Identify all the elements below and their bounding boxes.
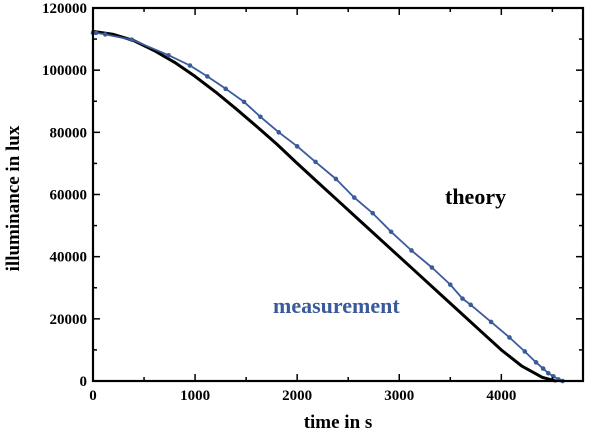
measurement-data-point — [447, 282, 453, 287]
y-tick-label: 80000 — [50, 125, 88, 141]
measurement-data-point — [166, 52, 171, 58]
x-tick-label: 1000 — [180, 388, 210, 404]
x-tick-label: 0 — [89, 388, 97, 404]
measurement-data-point — [545, 370, 551, 376]
plot-frame — [91, 6, 585, 383]
y-tick-label: 120000 — [42, 1, 87, 17]
measurement-data-point — [241, 99, 247, 105]
measurement-data-point — [102, 32, 108, 37]
y-tick-label: 40000 — [50, 250, 88, 266]
measurement-data-point — [533, 360, 539, 365]
measurement-data-point — [187, 63, 193, 68]
tick-labels: 0 1000 2000 3000 400002000040000600008000010… — [42, 1, 516, 404]
x-tick-label: 4000 — [486, 388, 516, 404]
measurement-data-point — [258, 114, 263, 120]
measurement-data-point — [333, 176, 339, 182]
measurement-data-point — [370, 210, 376, 216]
measurement-data-point — [294, 144, 300, 149]
y-tick-label: 60000 — [50, 188, 88, 204]
y-axis-title: illuminance in lux — [3, 125, 24, 271]
x-tick-label: 3000 — [384, 388, 414, 404]
theory-series-line — [91, 29, 557, 383]
measurement-data-point — [205, 74, 210, 79]
measurement-data-point — [313, 159, 318, 165]
measurement-data-point — [276, 130, 282, 135]
measurement-data-point — [409, 248, 414, 253]
measurement-data-point — [507, 335, 512, 340]
x-axis-title: time in s — [304, 412, 373, 433]
measurement-data-point — [93, 30, 99, 36]
measurement-data-point — [129, 37, 135, 43]
measurement-data-point — [352, 195, 357, 200]
axis-ticks — [92, 7, 583, 382]
measurement-data-point — [429, 265, 435, 270]
x-tick-label: 2000 — [282, 388, 312, 404]
measurement-data-point — [460, 296, 465, 301]
y-tick-label: 20000 — [50, 312, 88, 328]
measurement-data-point — [540, 366, 546, 371]
plot-area — [90, 29, 565, 384]
measurement-data-point — [522, 349, 528, 354]
y-tick-label: 0 — [80, 374, 88, 390]
measurement-data-point — [488, 319, 494, 325]
theory-annotation: theory — [445, 184, 506, 209]
measurement-data-point — [468, 302, 474, 308]
measurement-data-point — [223, 86, 229, 92]
measurement-data-point — [388, 229, 394, 235]
measurement-annotation: measurement — [273, 293, 400, 318]
y-tick-label: 100000 — [42, 63, 87, 79]
